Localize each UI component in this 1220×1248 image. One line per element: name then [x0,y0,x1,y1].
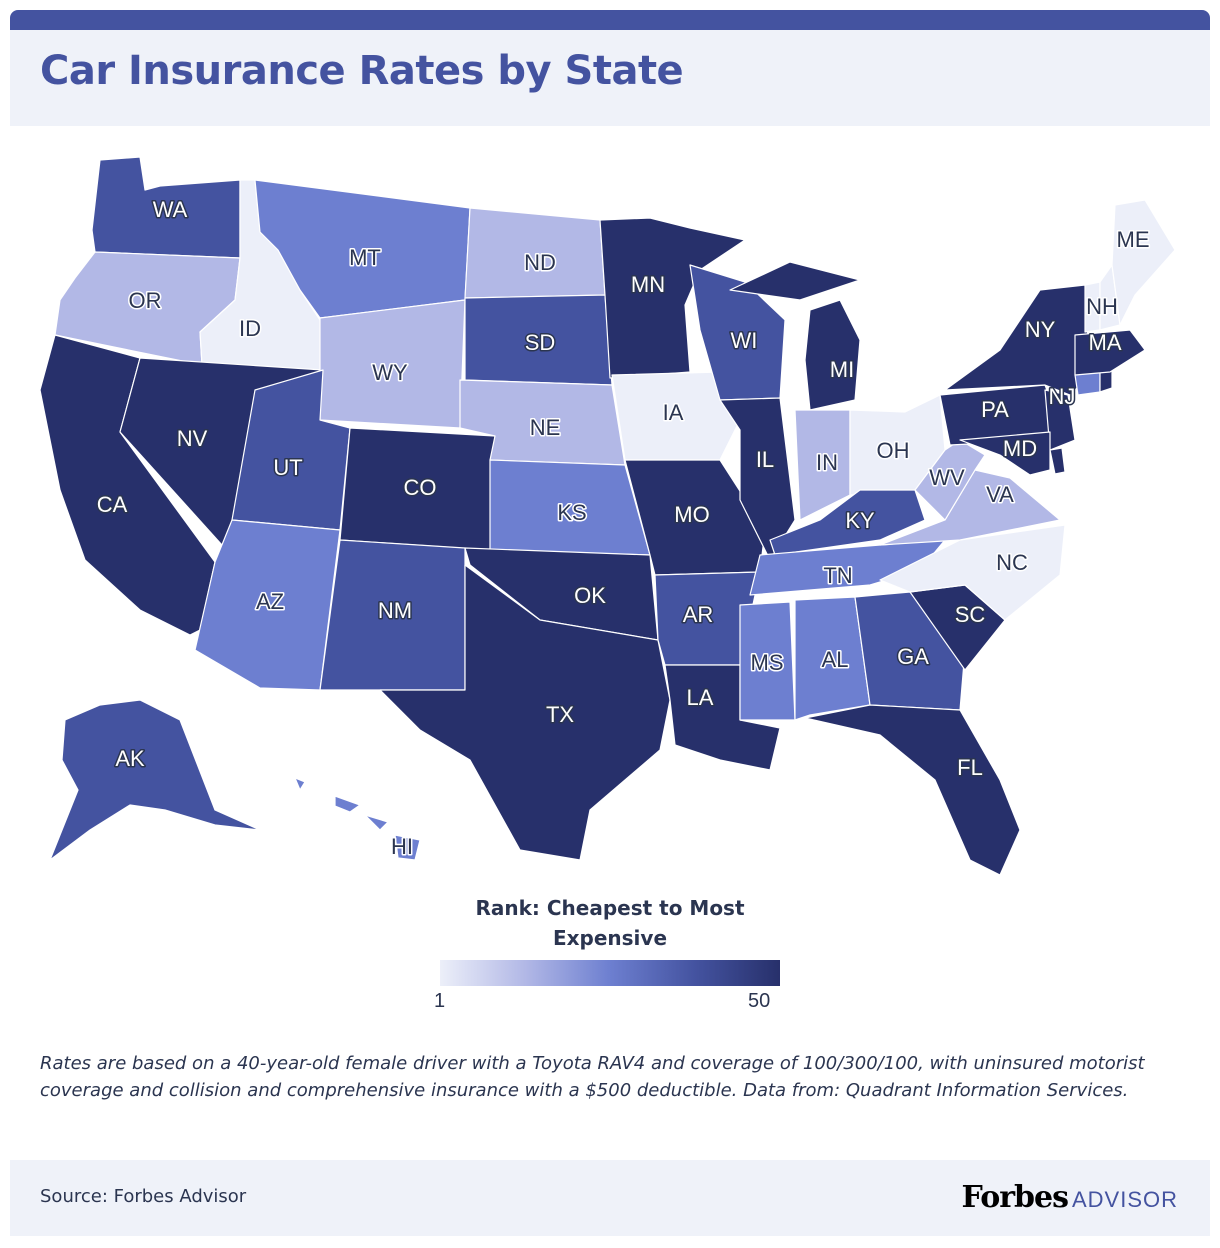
state-label-ga: GA [897,644,929,669]
state-nj [1044,389,1076,451]
legend-min-label: 1 [434,990,446,1012]
state-label-fl: FL [957,755,983,780]
state-label-wv: WV [929,465,965,490]
state-fl [804,704,1021,876]
page-title: Car Insurance Rates by State [40,48,684,94]
state-label-ar: AR [683,602,714,627]
legend-max-label: 50 [748,990,771,1012]
logo-subtitle: ADVISOR [1071,1187,1178,1212]
footer-band: Source: Forbes Advisor Forbes ADVISOR [10,1160,1210,1236]
state-label-ak: AK [115,746,145,771]
state-label-wy: WY [372,360,408,385]
state-de [1049,447,1066,475]
state-label-nv: NV [177,426,208,451]
state-label-ca: CA [97,492,128,517]
state-label-ma: MA [1089,330,1122,355]
us-state-map: WA OR CA ID NV MT WY UT AZ CO NM ND SD NE KS OK TX MN IA MO… [39,156,1176,876]
state-md [959,431,1051,476]
source-text: Source: Forbes Advisor [40,1186,247,1207]
state-label-ky: KY [845,508,875,533]
state-label-al: AL [822,647,849,672]
state-label-md: MD [1003,436,1037,461]
logo-wordmark: Forbes [961,1180,1069,1215]
state-label-tx: TX [546,702,574,727]
state-mn [599,217,746,379]
state-wv [914,439,986,521]
state-label-co: CO [404,475,437,500]
state-ny [944,284,1091,396]
state-label-me: ME [1117,227,1150,252]
state-label-id: ID [239,316,261,341]
state-label-mt: MT [349,245,381,270]
state-label-ne: NE [530,415,561,440]
state-label-nm: NM [378,598,412,623]
state-label-hi: HI [391,834,413,859]
state-label-va: VA [986,482,1014,507]
state-label-mn: MN [631,272,665,297]
state-label-tn: TN [823,563,852,588]
state-ct [1074,371,1101,396]
state-me [1111,199,1176,326]
state-label-nh: NH [1086,294,1118,319]
state-label-mo: MO [674,502,709,527]
state-ak [49,699,261,861]
state-az [194,519,341,691]
legend-color-scale [440,960,780,986]
state-ia [611,371,741,461]
state-al [794,596,871,721]
state-label-or: OR [129,288,162,313]
header-band: Car Insurance Rates by State [10,30,1210,126]
state-label-ia: IA [663,400,684,425]
legend-title: Rank: Cheapest to Most Expensive [475,896,745,950]
state-label-oh: OH [877,438,910,463]
state-nc [879,524,1066,621]
state-label-sc: SC [955,602,986,627]
state-label-mi: MI [830,357,854,382]
state-label-az: AZ [256,589,284,614]
state-label-nd: ND [524,250,556,275]
state-label-ut: UT [273,455,302,480]
state-label-ks: KS [557,500,586,525]
state-ma [1074,329,1146,376]
state-label-in: IN [816,450,838,475]
state-label-ms: MS [751,650,784,675]
state-label-wa: WA [153,197,188,222]
state-label-ny: NY [1025,317,1056,342]
state-label-nc: NC [996,550,1028,575]
state-label-wi: WI [731,328,758,353]
methodology-note: Rates are based on a 40-year-old female … [40,1053,1145,1101]
state-label-il: IL [756,447,774,472]
state-label-pa: PA [981,397,1009,422]
state-mi [729,261,861,411]
state-label-sd: SD [525,330,556,355]
state-hi [294,777,421,861]
state-label-nj: NJ [1049,384,1076,409]
forbes-advisor-logo: Forbes ADVISOR [962,1180,1178,1215]
state-label-la: LA [687,685,714,710]
state-label-ok: OK [574,583,606,608]
top-accent-bar [10,10,1210,30]
